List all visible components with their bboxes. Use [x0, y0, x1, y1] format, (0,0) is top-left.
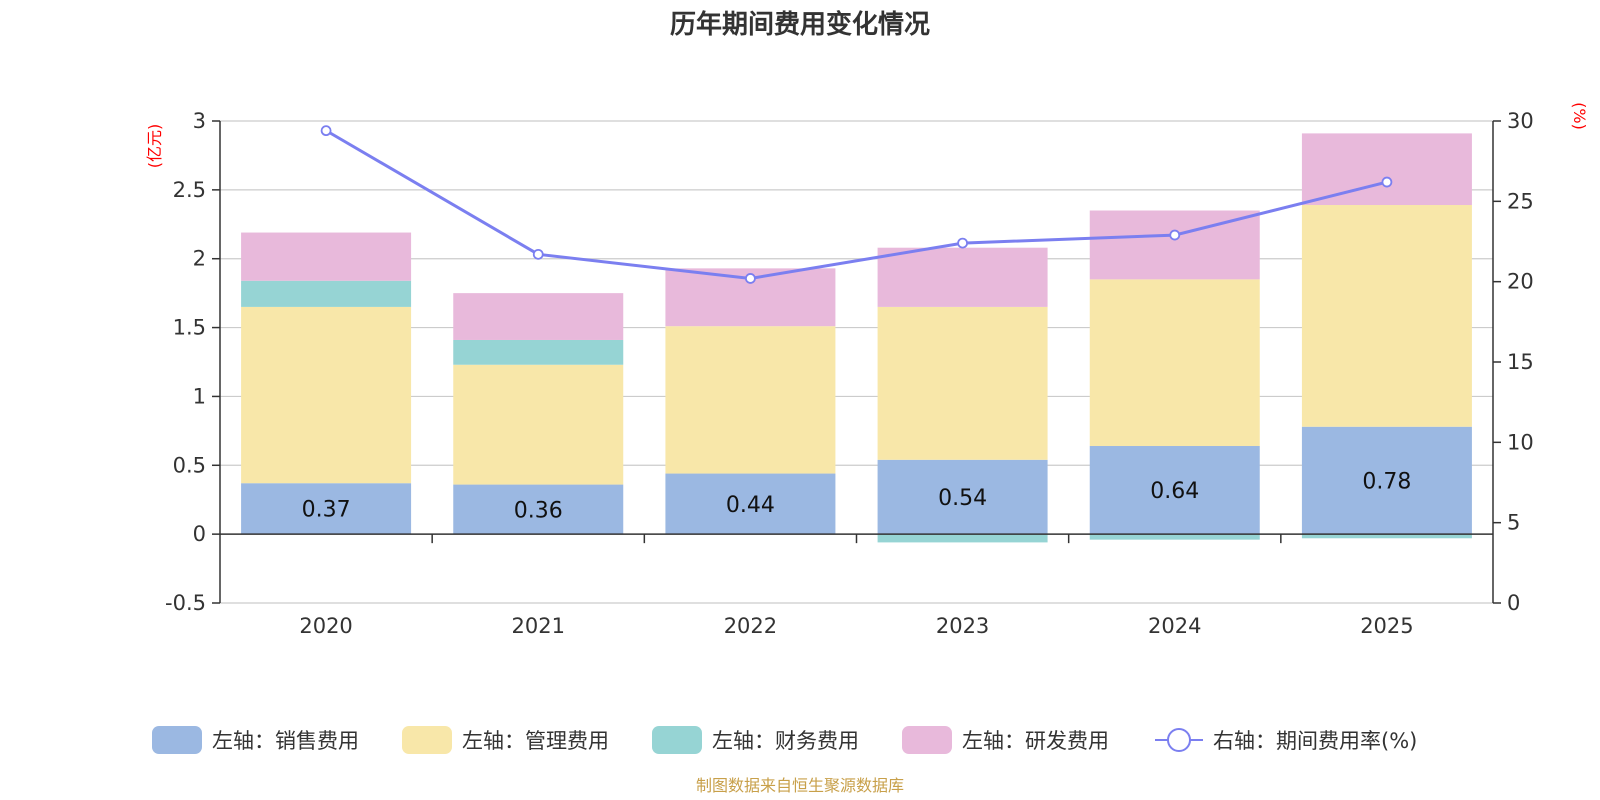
rate-line-point	[1381, 176, 1393, 188]
legend: 左轴：销售费用 左轴：管理费用 左轴：财务费用 左轴：研发费用 右轴：期间费用率(%)	[152, 726, 1417, 754]
right-tick-label: 20	[1507, 270, 1534, 294]
legend-label: 左轴：管理费用	[462, 729, 609, 753]
left-tick-label: 0.5	[173, 453, 206, 477]
left-axis-unit: (亿元)	[145, 124, 164, 169]
bar-segment	[241, 306, 412, 484]
rate-line	[320, 125, 1393, 284]
bar-segment	[877, 459, 1048, 535]
legend-swatch	[902, 726, 952, 754]
legend-swatch	[402, 726, 452, 754]
left-tick-label: 3	[193, 109, 206, 133]
bar-segment	[241, 280, 412, 307]
right-tick-label: 10	[1507, 430, 1534, 454]
left-tick-label: 0	[193, 522, 206, 546]
data-label: 0.78	[1362, 469, 1411, 494]
bar-segment	[453, 364, 624, 485]
bar-segment	[665, 326, 836, 474]
right-tick-label: 5	[1507, 511, 1520, 535]
bar-segment	[453, 339, 624, 365]
legend-swatch	[152, 726, 202, 754]
rate-line-point	[532, 248, 544, 260]
legend-swatch	[652, 726, 702, 754]
bar-segment	[241, 483, 412, 535]
bar-segment	[877, 247, 1048, 307]
bar-segment	[877, 306, 1048, 460]
category-label: 2025	[1360, 614, 1413, 638]
bar-segment	[665, 473, 836, 535]
data-source: 制图数据来自恒生聚源数据库	[696, 776, 904, 795]
bar-segment	[1089, 446, 1260, 535]
left-tick-label: 1	[193, 384, 206, 408]
right-tick-label: 25	[1507, 189, 1534, 213]
left-tick-label: 1.5	[173, 316, 206, 340]
legend-label: 左轴：财务费用	[712, 729, 859, 753]
bar-segment	[1301, 133, 1472, 206]
legend-label: 左轴：研发费用	[962, 729, 1109, 753]
bars	[241, 133, 1472, 543]
bar-segment	[1301, 534, 1472, 539]
right-tick-label: 30	[1507, 109, 1534, 133]
category-label: 2022	[724, 614, 777, 638]
rate-line-path	[325, 129, 1388, 280]
legend-label: 左轴：销售费用	[212, 729, 359, 753]
bar-segment	[1301, 426, 1472, 535]
left-tick-label: 2	[193, 247, 206, 271]
right-tick-label: 15	[1507, 350, 1534, 374]
left-tick-label: 2.5	[173, 178, 206, 202]
chart-title: 历年期间费用变化情况	[670, 9, 930, 40]
bar-segment	[877, 534, 1048, 543]
legend-label: 右轴：期间费用率(%)	[1213, 729, 1417, 753]
category-label: 2024	[1148, 614, 1201, 638]
axes: 3 2.5 2 1.5 1 0.5 0 -0.5 30 25 20 15 10 5 0 2020 2021 202…	[165, 109, 1534, 638]
category-label: 2020	[299, 614, 352, 638]
rate-line-point	[1169, 229, 1181, 241]
bar-segment	[1089, 534, 1260, 540]
category-label: 2023	[936, 614, 989, 638]
bar-segment	[1301, 205, 1472, 427]
rate-line-point	[745, 273, 756, 284]
category-label: 2021	[512, 614, 565, 638]
data-label: 0.54	[938, 486, 987, 511]
rate-line-point	[957, 237, 968, 249]
bar-segment	[241, 232, 412, 281]
data-label: 0.37	[302, 498, 351, 523]
data-label: 0.36	[514, 498, 563, 523]
rate-line-point	[320, 125, 332, 137]
data-labels: 0.37 0.36 0.44 0.54 0.64 0.78	[302, 469, 1412, 523]
legend-marker-icon	[1167, 728, 1191, 752]
left-tick-label: -0.5	[165, 591, 206, 615]
right-axis-unit: (%)	[1570, 102, 1589, 130]
data-label: 0.44	[726, 493, 775, 518]
data-label: 0.64	[1150, 479, 1199, 504]
bar-segment	[1089, 279, 1260, 447]
bar-segment	[453, 484, 624, 535]
right-tick-label: 0	[1507, 591, 1520, 615]
gridlines	[220, 120, 1493, 604]
bar-segment	[453, 293, 624, 340]
